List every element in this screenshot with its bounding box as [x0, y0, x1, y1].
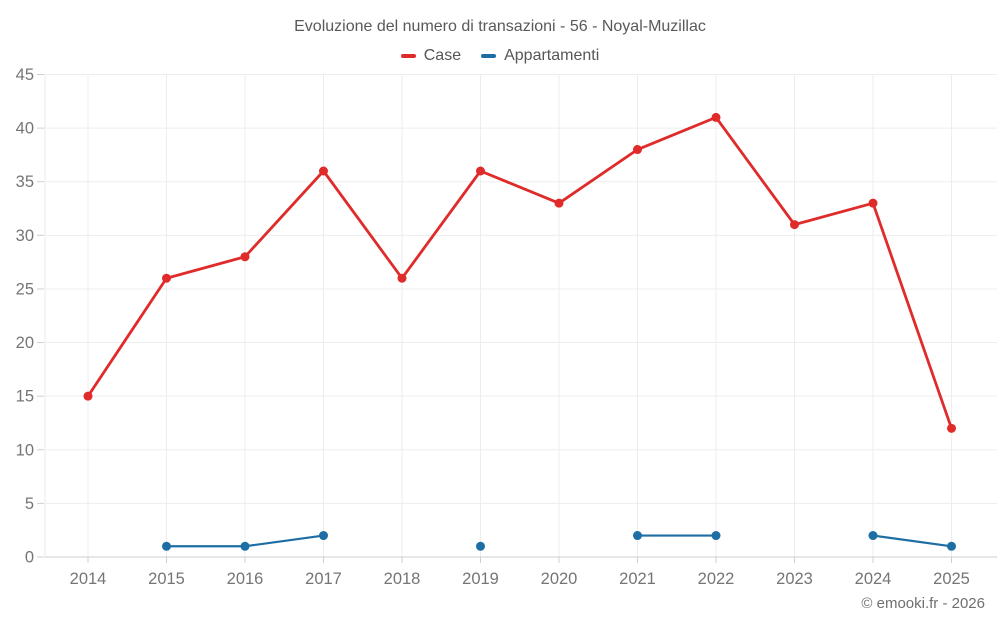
x-tick-label: 2021 — [619, 570, 656, 588]
case-line — [86, 115, 953, 430]
x-tick-label: 2025 — [933, 570, 970, 588]
y-tick-label: 45 — [16, 66, 34, 84]
y-tick-label: 20 — [16, 334, 34, 352]
y-tick-label: 25 — [16, 280, 34, 298]
x-tick-label: 2016 — [227, 570, 264, 588]
y-tick-label: 40 — [16, 120, 34, 138]
appartamenti-line — [871, 534, 953, 548]
case-point — [397, 273, 407, 283]
case-point — [711, 112, 721, 122]
case-point — [868, 198, 878, 208]
chart-legend: Case Appartamenti — [0, 47, 1000, 65]
y-tick-label: 5 — [25, 495, 34, 513]
appartamenti-series-swatch-icon — [481, 54, 497, 58]
y-tick-label: 30 — [16, 227, 34, 245]
appartamenti-point — [633, 531, 642, 541]
attribution-text: © emooki.fr - 2026 — [861, 595, 985, 612]
case-point — [83, 391, 93, 401]
y-tick-label: 10 — [16, 441, 34, 459]
y-tick-label: 0 — [25, 549, 34, 567]
x-tick-label: 2014 — [70, 570, 107, 588]
case-series-swatch-icon — [400, 54, 416, 58]
x-tick-label: 2019 — [462, 570, 499, 588]
y-tick-label: 35 — [16, 173, 34, 191]
appartamenti-point — [476, 541, 485, 551]
case-point — [162, 273, 171, 283]
x-tick-label: 2015 — [148, 570, 185, 588]
legend-item-case[interactable]: Case — [400, 47, 462, 65]
case-point — [319, 166, 328, 176]
legend-item-appartamenti[interactable]: Appartamenti — [481, 47, 599, 65]
x-tick-label: 2023 — [776, 570, 813, 588]
case-point — [633, 145, 642, 155]
appartamenti-point — [319, 531, 328, 541]
appartamenti-point — [240, 541, 250, 551]
x-tick-label: 2020 — [541, 570, 578, 588]
legend-label-case: Case — [423, 47, 462, 64]
case-point — [554, 198, 564, 208]
x-tick-label: 2018 — [384, 570, 421, 588]
x-tick-label: 2017 — [305, 570, 342, 588]
appartamenti-point — [162, 541, 171, 551]
case-point — [240, 252, 250, 262]
x-tick-label: 2024 — [855, 570, 892, 588]
y-tick-label: 15 — [16, 388, 34, 406]
legend-label-appartamenti: Appartamenti — [504, 47, 600, 64]
case-point — [476, 166, 485, 176]
appartamenti-point — [868, 531, 878, 541]
case-point — [947, 423, 956, 433]
appartamenti-point — [947, 541, 956, 551]
x-tick-label: 2022 — [698, 570, 735, 588]
chart-title: Evoluzione del numero di transazioni - 5… — [294, 18, 706, 35]
appartamenti-point — [711, 531, 721, 541]
case-point — [790, 220, 799, 230]
